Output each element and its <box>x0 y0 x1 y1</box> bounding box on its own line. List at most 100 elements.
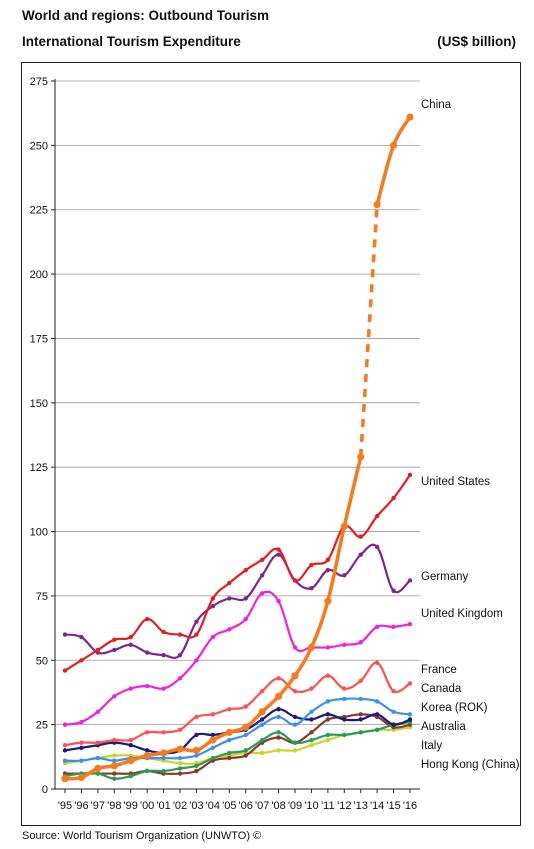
series-label-canada: Canada <box>421 683 462 695</box>
data-point-united-kingdom <box>259 591 265 596</box>
data-point-united-states <box>292 578 298 583</box>
series-dashed-segment-china <box>358 204 379 458</box>
data-point-china <box>340 522 348 530</box>
data-point-australia <box>128 773 133 779</box>
data-point-france <box>95 740 101 745</box>
data-point-united-states <box>259 557 265 563</box>
data-point-australia <box>374 727 380 732</box>
data-point-france <box>391 688 396 694</box>
data-point-canada <box>210 745 216 751</box>
data-point-canada <box>161 755 166 761</box>
data-point-china <box>389 141 398 149</box>
data-point-china <box>258 708 266 716</box>
data-point-hong-kong-china <box>292 748 298 753</box>
y-tick-label: 50 <box>36 655 48 667</box>
data-point-united-kingdom <box>95 709 101 714</box>
data-point-france <box>309 686 314 691</box>
data-point-germany <box>79 634 84 640</box>
y-tick-label: 250 <box>30 140 48 152</box>
x-tick-label: '05 <box>222 800 236 812</box>
data-point-canada <box>374 699 380 704</box>
data-point-australia <box>227 750 232 756</box>
data-point-china <box>110 762 118 770</box>
data-point-united-kingdom <box>292 645 298 650</box>
data-point-france <box>144 730 150 735</box>
data-point-france <box>79 740 84 745</box>
data-point-korea-rok <box>62 748 68 753</box>
x-tick-label: '11 <box>321 800 335 812</box>
series-label-france: France <box>421 664 457 676</box>
series-label-germany: Germany <box>421 571 469 583</box>
x-tick-label: '06 <box>239 800 253 812</box>
y-tick-label: 0 <box>42 784 48 796</box>
x-tick-label: '08 <box>271 800 285 812</box>
x-tick-label: '16 <box>403 800 417 812</box>
data-point-germany <box>62 632 68 637</box>
series-label-united-kingdom: United Kingdom <box>421 608 503 620</box>
y-tick-label: 225 <box>30 205 48 217</box>
data-point-china <box>242 723 250 731</box>
data-point-china <box>209 736 217 744</box>
data-point-germany <box>358 552 363 557</box>
data-point-china <box>225 728 233 736</box>
data-point-canada <box>325 699 331 704</box>
data-point-united-states <box>62 668 68 673</box>
data-point-korea-rok <box>259 717 265 722</box>
x-tick-label: '95 <box>58 800 72 812</box>
x-tick-label: '96 <box>74 800 88 812</box>
data-point-united-states <box>374 513 380 519</box>
x-tick-label: '13 <box>354 800 368 812</box>
data-point-france <box>358 678 363 684</box>
data-point-korea-rok <box>342 717 347 722</box>
series-label-united-states: United States <box>421 476 490 488</box>
data-point-germany <box>342 573 347 578</box>
x-tick-label: '09 <box>288 800 302 812</box>
x-tick-label: '04 <box>206 800 220 812</box>
data-point-canada <box>95 755 101 761</box>
data-point-canada <box>391 709 396 714</box>
x-tick-label: '12 <box>337 800 351 812</box>
data-point-germany <box>227 596 232 601</box>
data-point-united-kingdom <box>358 640 363 645</box>
x-tick-label: '03 <box>189 800 203 812</box>
data-point-united-kingdom <box>407 622 413 627</box>
source-note: Source: World Tourism Organization (UNWT… <box>22 830 262 842</box>
data-point-france <box>112 737 117 743</box>
chart-title: World and regions: Outbound Tourism <box>22 8 269 23</box>
series-line-canada <box>64 697 411 762</box>
series-line-france <box>64 661 411 747</box>
data-point-china <box>143 751 151 760</box>
x-tick-label: '98 <box>107 800 121 812</box>
y-tick-label: 125 <box>30 462 48 474</box>
axes: 0 25 50 75 100 125 150 175 200 225 250 275 '95'96'97… <box>30 76 420 812</box>
data-point-united-states <box>194 632 199 637</box>
x-tick-label: '00 <box>140 800 154 812</box>
data-point-china <box>357 453 365 461</box>
data-point-germany <box>161 652 166 658</box>
data-point-france <box>276 676 281 681</box>
y-tick-label: 25 <box>36 720 48 732</box>
data-point-italy <box>243 753 248 758</box>
data-point-australia <box>95 771 101 776</box>
x-tick-label: '07 <box>255 800 269 812</box>
data-point-australia <box>210 755 216 761</box>
gridlines <box>55 80 420 726</box>
x-tick-label: '10 <box>304 800 318 812</box>
data-point-germany <box>309 585 314 591</box>
data-point-france <box>407 681 413 686</box>
data-point-australia <box>177 766 183 771</box>
data-point-australia <box>325 732 331 738</box>
data-point-australia <box>161 768 166 774</box>
data-point-korea-rok <box>391 722 396 727</box>
data-point-canada <box>227 737 232 743</box>
data-point-united-states <box>325 557 331 563</box>
data-point-united-states <box>112 637 117 642</box>
y-tick-label: 100 <box>30 527 48 539</box>
data-point-korea-rok <box>210 732 216 738</box>
x-tick-label: '01 <box>156 800 170 812</box>
x-tick-label: '99 <box>124 800 138 812</box>
data-point-united-states <box>128 634 133 640</box>
data-point-france <box>62 743 68 748</box>
data-point-united-kingdom <box>62 722 68 727</box>
y-tick-label: 75 <box>36 591 48 603</box>
